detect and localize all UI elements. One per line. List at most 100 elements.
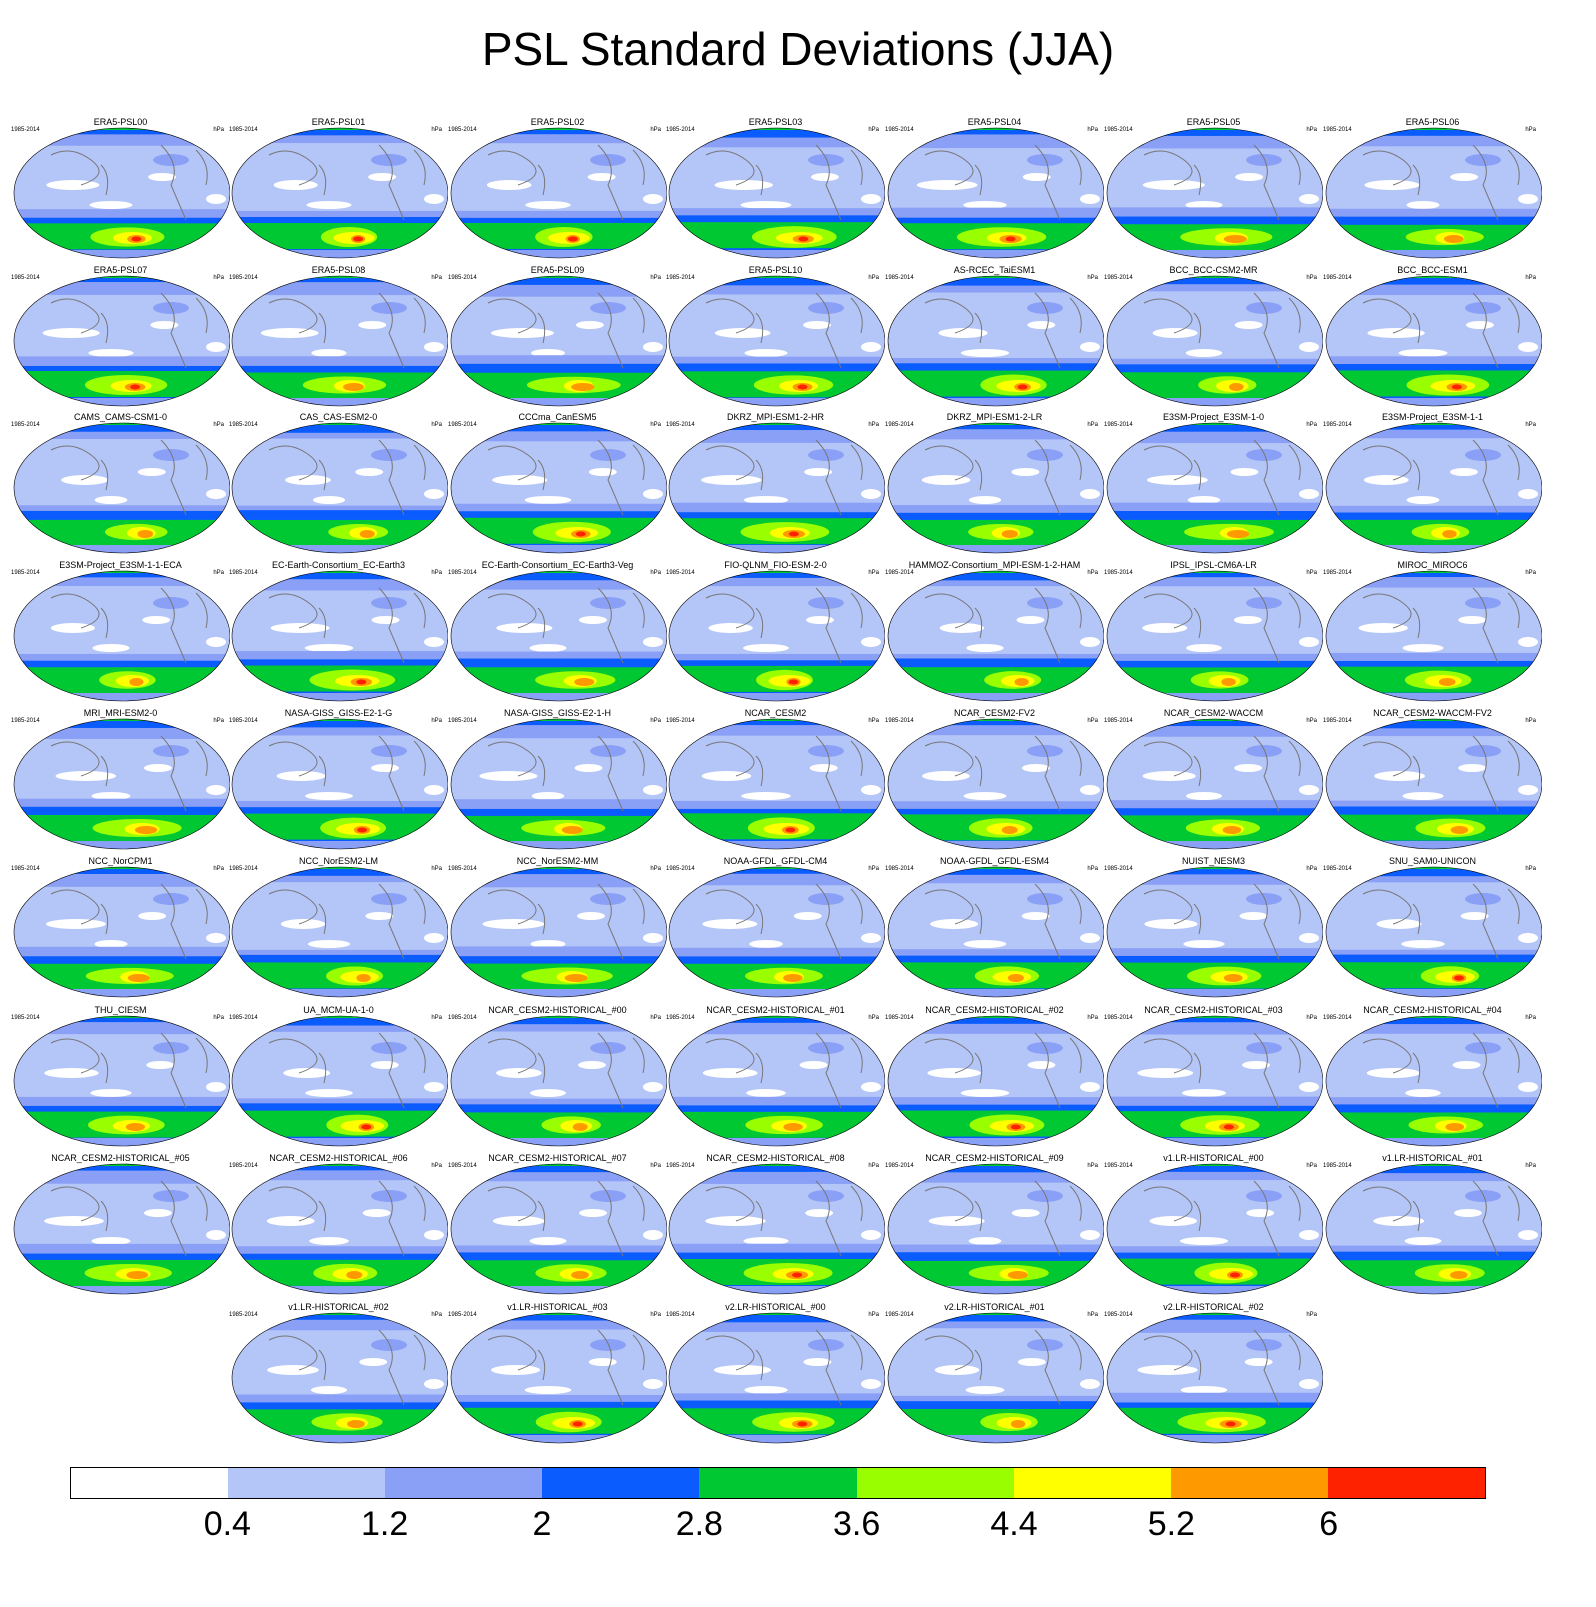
std-dev-map <box>1106 422 1323 554</box>
panel-title: NCC_NorESM2-LM <box>298 856 378 866</box>
std-dev-map <box>13 718 230 850</box>
map-panel: E3SM-Project_E3SM-1-1 1985-2014 hPa <box>1323 412 1542 560</box>
units-label: hPa <box>1525 570 1536 576</box>
period-label: 1985-2014 <box>885 866 914 872</box>
period-label: 1985-2014 <box>666 866 695 872</box>
map-panel: NCAR_CESM2-HISTORICAL_#04 1985-2014 hPa <box>1323 1005 1542 1153</box>
std-dev-map <box>668 866 885 998</box>
std-dev-map <box>668 1015 885 1147</box>
std-dev-map <box>450 1163 667 1295</box>
units-label: hPa <box>431 718 442 724</box>
period-label: 1985-2014 <box>885 1015 914 1021</box>
std-dev-map <box>1325 718 1542 850</box>
units-label: hPa <box>1087 422 1098 428</box>
period-label: 1985-2014 <box>1323 570 1352 576</box>
period-label: 1985-2014 <box>1323 127 1352 133</box>
units-label: hPa <box>1087 1015 1098 1021</box>
std-dev-map <box>1106 127 1323 259</box>
panel-title: ERA5-PSL05 <box>1186 117 1241 127</box>
panel-title: ERA5-PSL07 <box>93 265 148 275</box>
units-label: hPa <box>213 275 224 281</box>
panel-title: v1.LR-HISTORICAL_#03 <box>507 1302 608 1312</box>
units-label: hPa <box>868 127 879 133</box>
map-panel: v2.LR-HISTORICAL_#01 1985-2014 hPa <box>885 1302 1104 1450</box>
period-label: 1985-2014 <box>1323 1163 1352 1169</box>
panel-title: BCC_BCC-CSM2-MR <box>1169 265 1258 275</box>
std-dev-map <box>1325 1015 1542 1147</box>
map-panel: NCAR_CESM2-WACCM 1985-2014 hPa <box>1104 708 1323 856</box>
units-label: hPa <box>1306 718 1317 724</box>
panel-title: NCAR_CESM2-HISTORICAL_#07 <box>488 1153 627 1163</box>
panel-title: CAMS_CAMS-CSM1-0 <box>73 412 167 422</box>
units-label: hPa <box>650 866 661 872</box>
map-panel: NCAR_CESM2-FV2 1985-2014 hPa <box>885 708 1104 856</box>
map-panel: NCAR_CESM2-HISTORICAL_#06 1985-2014 hPa <box>229 1153 448 1301</box>
colorbar-swatch <box>1013 1468 1171 1498</box>
panel-title: EC-Earth-Consortium_EC-Earth3-Veg <box>481 560 634 570</box>
period-label: 1985-2014 <box>448 1163 477 1169</box>
panel-title: ERA5-PSL06 <box>1405 117 1460 127</box>
panel-title: ERA5-PSL00 <box>93 117 148 127</box>
map-panel: NUIST_NESM3 1985-2014 hPa <box>1104 856 1323 1004</box>
colorbar-tick-label: 0.4 <box>203 1505 251 1543</box>
panel-title: NOAA-GFDL_GFDL-ESM4 <box>939 856 1050 866</box>
period-label: 1985-2014 <box>229 1015 258 1021</box>
map-panel: MIROC_MIROC6 1985-2014 hPa <box>1323 560 1542 708</box>
colorbar-tick-label: 1.2 <box>361 1505 409 1543</box>
panel-title: ERA5-PSL02 <box>530 117 585 127</box>
period-label: 1985-2014 <box>229 570 258 576</box>
map-panel: NASA-GISS_GISS-E2-1-G 1985-2014 hPa <box>229 708 448 856</box>
std-dev-map <box>1106 1015 1323 1147</box>
std-dev-map <box>887 1312 1104 1444</box>
panel-title: v2.LR-HISTORICAL_#00 <box>725 1302 826 1312</box>
panel-title: E3SM-Project_E3SM-1-1 <box>1381 412 1484 422</box>
panel-title: NCAR_CESM2-HISTORICAL_#05 <box>51 1153 190 1163</box>
panel-title: NUIST_NESM3 <box>1181 856 1245 866</box>
units-label: hPa <box>1306 422 1317 428</box>
map-panel: SNU_SAM0-UNICON 1985-2014 hPa <box>1323 856 1542 1004</box>
panel-title: v2.LR-HISTORICAL_#01 <box>944 1302 1045 1312</box>
std-dev-map <box>450 718 667 850</box>
panel-title: ERA5-PSL09 <box>530 265 585 275</box>
units-label: hPa <box>1087 1163 1098 1169</box>
period-label: 1985-2014 <box>666 1312 695 1318</box>
map-panel: NCAR_CESM2-HISTORICAL_#07 1985-2014 hPa <box>448 1153 667 1301</box>
units-label: hPa <box>1306 866 1317 872</box>
map-panel: v2.LR-HISTORICAL_#00 1985-2014 hPa <box>666 1302 885 1450</box>
units-label: hPa <box>868 275 879 281</box>
colorbar <box>70 1467 1486 1499</box>
map-panel: BCC_BCC-ESM1 1985-2014 hPa <box>1323 265 1542 413</box>
map-panel: THU_CIESM 1985-2014 hPa <box>11 1005 230 1153</box>
std-dev-map <box>1325 127 1542 259</box>
panel-title: DKRZ_MPI-ESM1-2-LR <box>946 412 1043 422</box>
units-label: hPa <box>1525 1015 1536 1021</box>
colorbar-tick-label: 3.6 <box>833 1505 881 1543</box>
std-dev-map <box>231 866 448 998</box>
panel-title: v1.LR-HISTORICAL_#01 <box>1382 1153 1483 1163</box>
units-label: hPa <box>213 422 224 428</box>
std-dev-map <box>450 275 667 407</box>
map-panel: NCAR_CESM2-HISTORICAL_#01 1985-2014 hPa <box>666 1005 885 1153</box>
units-label: hPa <box>431 422 442 428</box>
map-panel: HAMMOZ-Consortium_MPI-ESM-1-2-HAM 1985-20… <box>885 560 1104 708</box>
std-dev-map <box>1325 422 1542 554</box>
period-label: 1985-2014 <box>1104 1163 1133 1169</box>
units-label: hPa <box>1087 127 1098 133</box>
period-label: 1985-2014 <box>885 275 914 281</box>
period-label: 1985-2014 <box>666 422 695 428</box>
panel-title: NASA-GISS_GISS-E2-1-G <box>284 708 393 718</box>
units-label: hPa <box>213 718 224 724</box>
std-dev-map <box>1106 1312 1323 1444</box>
units-label: hPa <box>1087 570 1098 576</box>
std-dev-map <box>668 718 885 850</box>
std-dev-map <box>668 570 885 702</box>
units-label: hPa <box>431 866 442 872</box>
panel-title: AS-RCEC_TaiESM1 <box>953 265 1036 275</box>
colorbar-tick-label: 6 <box>1319 1505 1339 1543</box>
panel-title: MRI_MRI-ESM2-0 <box>83 708 158 718</box>
period-label: 1985-2014 <box>11 1015 40 1021</box>
map-panel: NASA-GISS_GISS-E2-1-H 1985-2014 hPa <box>448 708 667 856</box>
period-label: 1985-2014 <box>885 570 914 576</box>
units-label: hPa <box>1525 718 1536 724</box>
units-label: hPa <box>1087 275 1098 281</box>
